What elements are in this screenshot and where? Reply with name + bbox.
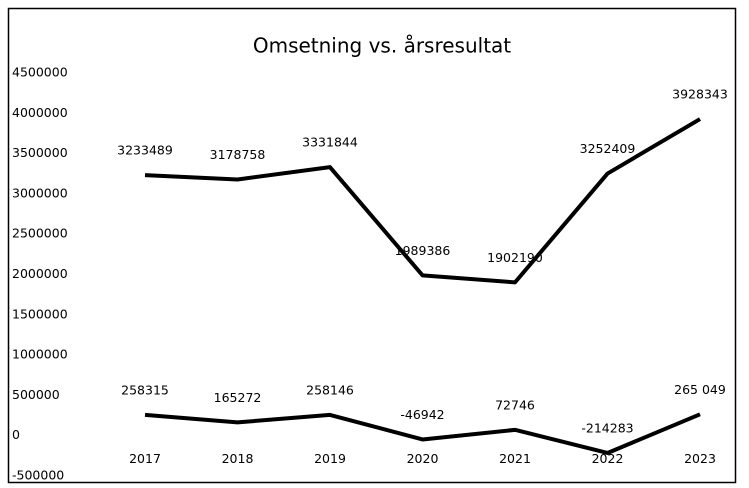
x-tick-label: 2020 <box>407 451 439 466</box>
data-label: 3331844 <box>302 135 358 150</box>
x-tick-label: 2017 <box>129 451 161 466</box>
line-series <box>144 412 701 455</box>
y-tick-label: 2500000 <box>12 226 68 241</box>
y-tick-label: 1000000 <box>12 347 68 362</box>
data-label: 3178758 <box>210 147 266 162</box>
y-tick-label: 1500000 <box>12 306 68 321</box>
data-label: 1989386 <box>395 243 451 258</box>
data-label: 165272 <box>214 390 262 405</box>
data-label: 72746 <box>495 397 535 412</box>
y-tick-label: 4000000 <box>12 105 68 120</box>
data-label: 3233489 <box>117 143 173 158</box>
data-label: 3252409 <box>580 141 636 156</box>
y-tick-label: 4500000 <box>12 65 68 80</box>
chart-frame <box>7 7 737 484</box>
data-label: -46942 <box>400 407 444 422</box>
data-label: 1902190 <box>487 250 543 265</box>
data-label: 3928343 <box>672 87 728 102</box>
line-series <box>144 117 702 285</box>
y-tick-label: 3000000 <box>12 185 68 200</box>
y-tick-label: 2000000 <box>12 266 68 281</box>
x-tick-label: 2021 <box>499 451 531 466</box>
y-tick-label: 500000 <box>12 387 60 402</box>
chart-title: Omsetning vs. årsresultat <box>253 34 511 58</box>
data-label: 265 049 <box>674 382 726 397</box>
x-tick-label: 2018 <box>222 451 254 466</box>
x-tick-label: 2023 <box>684 451 716 466</box>
x-tick-label: 2019 <box>314 451 346 466</box>
data-label: 258315 <box>121 382 169 397</box>
x-tick-label: 2022 <box>592 451 624 466</box>
y-tick-label: 3500000 <box>12 145 68 160</box>
data-label: 258146 <box>306 382 354 397</box>
y-tick-label: -500000 <box>12 468 64 483</box>
y-tick-label: 0 <box>12 427 20 442</box>
data-label: -214283 <box>581 420 633 435</box>
